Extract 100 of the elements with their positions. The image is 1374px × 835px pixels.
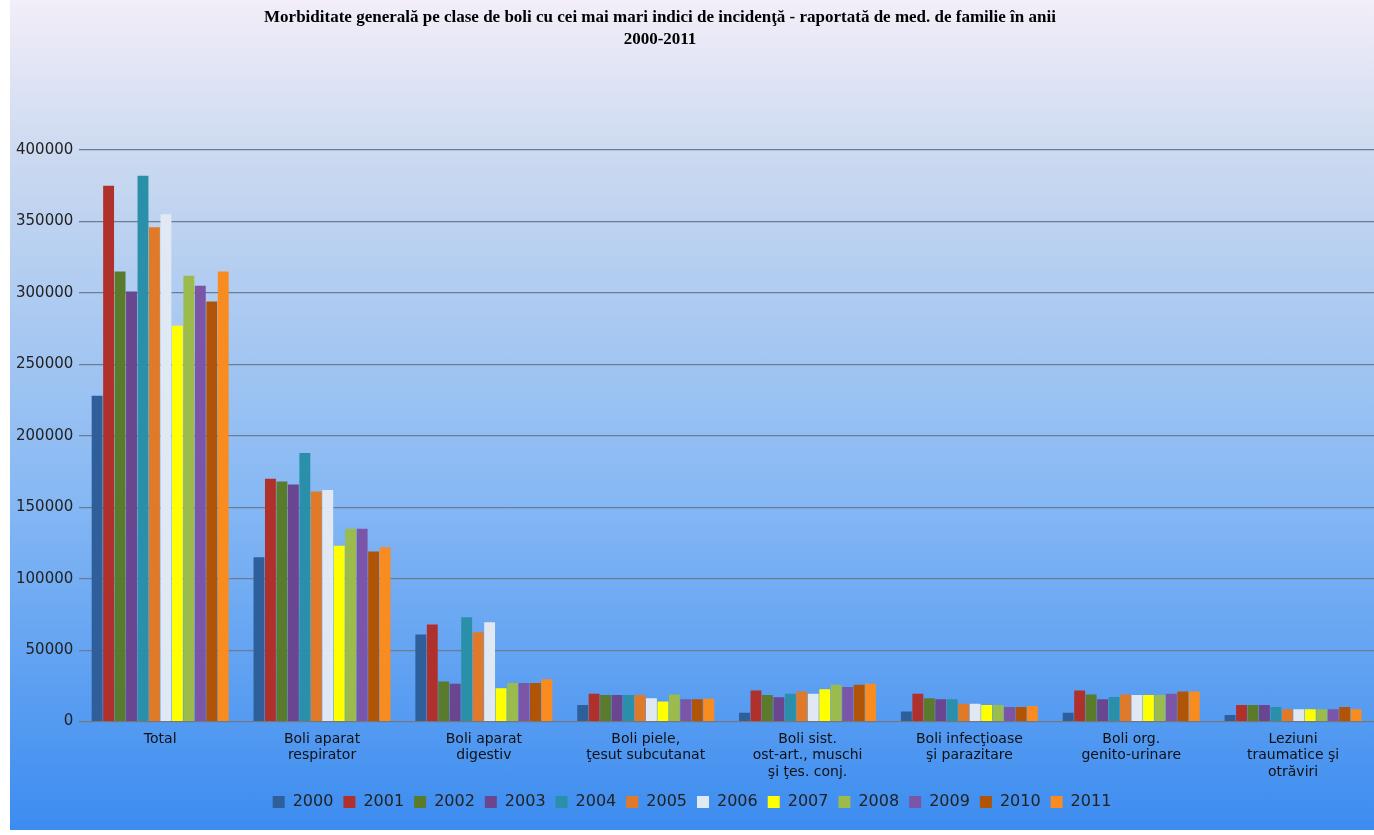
bar: [1165, 693, 1177, 721]
y-tick-label: 150000: [16, 497, 74, 516]
bar: [842, 687, 854, 721]
bar: [276, 481, 288, 721]
legend-label: 2005: [646, 791, 687, 811]
bar: [171, 325, 183, 721]
bar: [1350, 709, 1362, 721]
x-tick-label: Boli org. genito-urinare: [1081, 729, 1182, 763]
bar: [739, 712, 750, 721]
bar: [807, 693, 819, 721]
bar: [588, 693, 600, 721]
bar: [668, 694, 680, 721]
bar: [1097, 699, 1109, 721]
bar: [1327, 709, 1339, 721]
bar: [310, 491, 322, 721]
bar: [1293, 709, 1305, 721]
bar: [541, 679, 553, 721]
bar: [484, 622, 496, 721]
bar: [1108, 697, 1120, 721]
bar: [623, 694, 634, 721]
bar: [1316, 709, 1328, 721]
bar: [761, 694, 773, 721]
bar: [1188, 691, 1200, 721]
bar: [1339, 707, 1351, 721]
bar: [900, 711, 912, 721]
bar: [1074, 690, 1086, 721]
bar: [946, 699, 958, 721]
bar: [958, 703, 970, 721]
legend-label: 2001: [363, 791, 405, 811]
bar: [217, 271, 229, 721]
bar: [114, 271, 126, 721]
bar: [126, 291, 137, 721]
bar: [356, 528, 368, 721]
bar: [1177, 691, 1189, 721]
bar: [1120, 694, 1131, 721]
legend-label: 2009: [929, 791, 970, 811]
chart-title: Morbiditate generală pe clase de boli cu cei mai mari indici de incidenţă - raportată de med. de familie în anii 2000-2011: [263, 6, 1057, 50]
y-tick-label: 100000: [16, 568, 74, 587]
bar: [1085, 694, 1097, 721]
bar: [1154, 694, 1166, 721]
bar: [646, 698, 657, 721]
y-tick-label: 200000: [16, 425, 74, 444]
bar: [194, 285, 206, 721]
legend-label: 2008: [858, 791, 900, 811]
bar: [137, 175, 149, 721]
bar: [1247, 704, 1259, 721]
bar: [853, 684, 865, 721]
bar: [345, 528, 357, 721]
bar: [149, 227, 160, 721]
bar: [703, 698, 715, 721]
bar: [935, 699, 947, 721]
bar: [507, 683, 518, 721]
bar: [461, 617, 473, 721]
x-tick-label: Boli infecţioase şi parazitare: [915, 729, 1023, 763]
bar: [160, 214, 172, 721]
x-tick-label: Boli sist. ost-art., muschi şi ţes. conj.: [752, 729, 863, 780]
bar: [784, 693, 796, 721]
bar: [1142, 694, 1154, 721]
bar: [426, 624, 438, 721]
y-tick-label: 50000: [25, 640, 74, 659]
bar: [611, 694, 623, 721]
y-tick-label: 250000: [16, 354, 74, 373]
bar: [773, 697, 785, 721]
bar: [1004, 707, 1015, 721]
bar: [103, 185, 115, 721]
bar: [253, 557, 265, 721]
bar: [750, 690, 762, 721]
bar: [865, 683, 877, 721]
bar: [322, 490, 334, 721]
y-tick-label: 350000: [16, 211, 74, 230]
bar: [819, 689, 831, 721]
bar: [830, 684, 842, 721]
bar: [91, 395, 103, 721]
bar: [981, 704, 993, 721]
bar: [1304, 709, 1316, 721]
bar: [333, 545, 345, 721]
bar: [912, 693, 924, 721]
legend-label: 2000: [292, 791, 334, 811]
bar: [368, 551, 380, 721]
bar: [1236, 704, 1247, 721]
bar: [680, 699, 692, 721]
x-tick-label: Total: [142, 729, 177, 746]
bar: [923, 698, 935, 721]
bar: [1131, 694, 1143, 721]
x-tick-label: Boli aparat respirator: [283, 729, 361, 763]
legend-label: 2007: [787, 791, 829, 811]
legend-label: 2011: [1070, 791, 1112, 811]
bar: [287, 484, 299, 721]
bar: [657, 701, 669, 721]
bar: [1062, 712, 1074, 721]
y-tick-label: 0: [63, 711, 74, 730]
bar: [379, 547, 391, 721]
bar: [183, 275, 195, 721]
legend-label: 2010: [999, 791, 1041, 811]
bar: [600, 694, 612, 721]
bar: [530, 683, 541, 721]
bar: [969, 703, 981, 721]
bar: [415, 634, 427, 721]
y-tick-label: 300000: [16, 282, 74, 301]
bar: [1015, 707, 1027, 721]
